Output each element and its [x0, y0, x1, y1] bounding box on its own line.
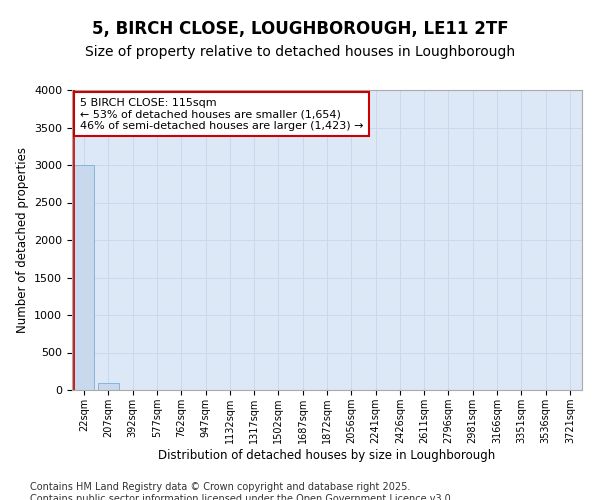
Y-axis label: Number of detached properties: Number of detached properties — [16, 147, 29, 333]
X-axis label: Distribution of detached houses by size in Loughborough: Distribution of detached houses by size … — [158, 448, 496, 462]
Text: Contains HM Land Registry data © Crown copyright and database right 2025.
Contai: Contains HM Land Registry data © Crown c… — [30, 482, 454, 500]
Text: Size of property relative to detached houses in Loughborough: Size of property relative to detached ho… — [85, 45, 515, 59]
Text: 5 BIRCH CLOSE: 115sqm
← 53% of detached houses are smaller (1,654)
46% of semi-d: 5 BIRCH CLOSE: 115sqm ← 53% of detached … — [80, 98, 363, 130]
Text: 5, BIRCH CLOSE, LOUGHBOROUGH, LE11 2TF: 5, BIRCH CLOSE, LOUGHBOROUGH, LE11 2TF — [92, 20, 508, 38]
Bar — [74, 165, 94, 390]
Bar — [98, 382, 119, 390]
